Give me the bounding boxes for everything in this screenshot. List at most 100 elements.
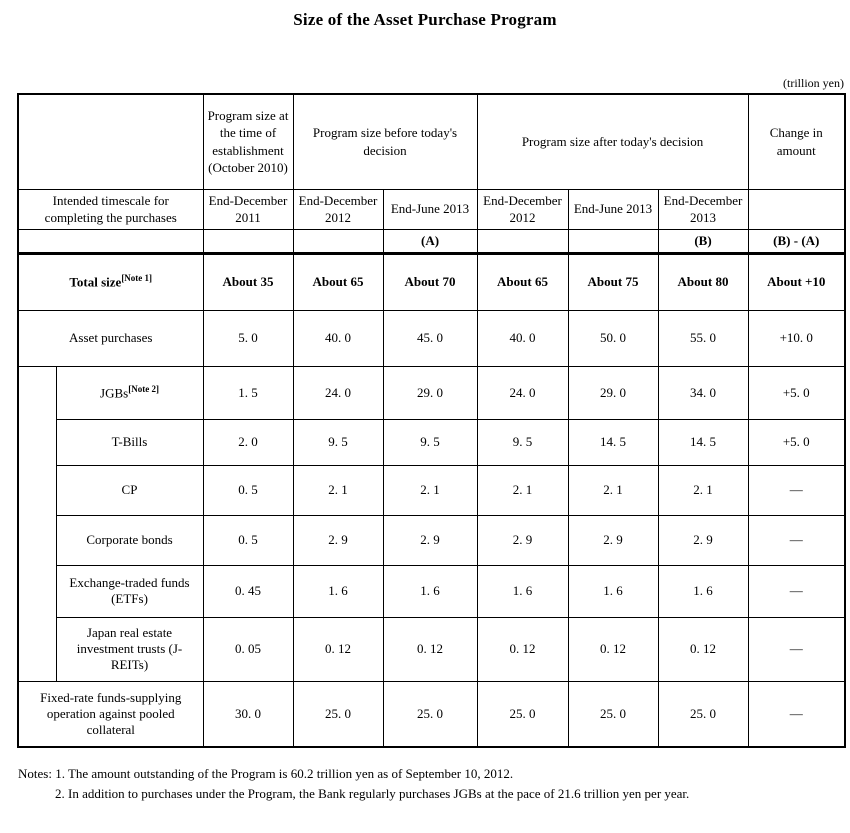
table-cell: 0. 12 [382, 616, 478, 682]
table-cell: 2. 1 [382, 464, 478, 516]
table-cell: About 65 [476, 252, 569, 311]
header-row-timescales: Intended timescale for completing the pu… [17, 188, 846, 230]
row-label-text: JGBs [100, 385, 129, 401]
table-cell: 2. 9 [476, 514, 569, 566]
row-label-cp: CP [55, 464, 204, 516]
header-timescale: End-June 2013 [382, 188, 478, 230]
table-row-jgbs: JGBs[Note 2] 1. 5 24. 0 29. 0 24. 0 29. … [17, 365, 846, 682]
table-cell: About +10 [747, 252, 846, 311]
table-cell: 2. 0 [202, 418, 294, 466]
note-2-reference: [Note 2] [128, 383, 159, 394]
table-cell: — [747, 564, 846, 618]
row-label-fixed-rate-operation: Fixed-rate funds-supplying operation aga… [17, 680, 204, 748]
table-cell: 25. 0 [567, 680, 659, 748]
table-cell: 30. 0 [202, 680, 294, 748]
table-cell: About 35 [202, 252, 294, 311]
header-marker-a: (A) [382, 228, 478, 255]
table-cell: 0. 12 [567, 616, 659, 682]
table-cell: 0. 5 [202, 514, 294, 566]
header-marker-diff: (B) - (A) [747, 228, 846, 255]
table-cell: 2. 1 [292, 464, 384, 516]
table-cell: 1. 6 [657, 564, 749, 618]
table-cell: 40. 0 [292, 309, 384, 367]
asset-purchase-program-table: Program size at the time of establishmen… [17, 93, 847, 749]
table-cell: 0. 12 [657, 616, 749, 682]
header-timescale: End-December 2012 [476, 188, 569, 230]
table-row-asset-purchases: Asset purchases 5. 0 40. 0 45. 0 40. 0 5… [17, 309, 846, 367]
row-label-asset-purchases: Asset purchases [17, 309, 204, 367]
table-row-cp: CP 0. 5 2. 1 2. 1 2. 1 2. 1 2. 1 — [18, 464, 846, 516]
table-cell: 40. 0 [476, 309, 569, 367]
table-cell: — [747, 514, 846, 566]
table-row-corporate-bonds: Corporate bonds 0. 5 2. 9 2. 9 2. 9 2. 9… [18, 514, 846, 566]
table-cell: About 80 [657, 252, 749, 311]
header-marker-b: (B) [657, 228, 749, 255]
header-row-groups: Program size at the time of establishmen… [17, 93, 846, 190]
table-cell: 1. 6 [567, 564, 659, 618]
header-timescale: End-June 2013 [567, 188, 659, 230]
table-cell: 25. 0 [382, 680, 478, 748]
table-cell: 24. 0 [476, 365, 569, 420]
table-cell: About 65 [292, 252, 384, 311]
header-establishment: Program size at the time of establishmen… [202, 93, 294, 190]
table-cell: 50. 0 [567, 309, 659, 367]
table-cell: 5. 0 [202, 309, 294, 367]
table-cell: 24. 0 [292, 365, 384, 420]
note-1-reference: [Note 1] [121, 273, 153, 284]
table-cell: 1. 6 [292, 564, 384, 618]
table-cell: 1. 6 [476, 564, 569, 618]
unit-label: (trillion yen) [783, 76, 844, 90]
table-cell: 25. 0 [657, 680, 749, 748]
table-cell: +10. 0 [747, 309, 846, 367]
table-cell: 25. 0 [476, 680, 569, 748]
table-cell: +5. 0 [747, 418, 846, 466]
table-cell: — [747, 464, 846, 516]
table-row-jreits: Japan real estate investment trusts (J-R… [18, 616, 846, 682]
table-cell: 14. 5 [567, 418, 659, 466]
header-after-decision: Program size after today's decision [476, 93, 749, 190]
table-cell: 0. 12 [292, 616, 384, 682]
table-cell: 2. 1 [567, 464, 659, 516]
header-empty-cell [567, 228, 659, 255]
table-cell: 2. 9 [567, 514, 659, 566]
table-cell: 34. 0 [657, 365, 749, 420]
table-cell: 14. 5 [657, 418, 749, 466]
table-cell: 0. 45 [202, 564, 294, 618]
table-cell: — [747, 680, 846, 748]
header-empty-cell [202, 228, 294, 255]
header-before-decision: Program size before today's decision [292, 93, 478, 190]
table-cell: About 70 [382, 252, 478, 311]
table-cell: 0. 12 [476, 616, 569, 682]
header-empty-cell [747, 188, 846, 230]
table-cell: 1. 6 [382, 564, 478, 618]
header-empty-cell [476, 228, 569, 255]
table-cell: 29. 0 [382, 365, 478, 420]
note-line: 2. In addition to purchases under the Pr… [55, 786, 690, 802]
row-label-etfs: Exchange-traded funds (ETFs) [55, 564, 204, 618]
header-empty-cell [17, 228, 204, 255]
header-timescale: End-December 2013 [657, 188, 749, 230]
header-empty-cell [292, 228, 384, 255]
table-cell: 45. 0 [382, 309, 478, 367]
table-cell: 9. 5 [382, 418, 478, 466]
header-change-in-amount: Change in amount [747, 93, 846, 190]
note-line: Notes: 1. The amount outstanding of the … [18, 766, 514, 782]
indent-spacer-cell [17, 365, 57, 682]
table-cell: 2. 9 [292, 514, 384, 566]
table-cell: — [747, 616, 846, 682]
table-cell: 0. 5 [202, 464, 294, 516]
row-label-tbills: T-Bills [55, 418, 204, 466]
table-cell: 2. 9 [382, 514, 478, 566]
page-title: Size of the Asset Purchase Program [293, 10, 557, 29]
table-row-etfs: Exchange-traded funds (ETFs) 0. 45 1. 6 … [18, 564, 846, 618]
header-timescale: End-December 2012 [292, 188, 384, 230]
table-cell: 29. 0 [567, 365, 659, 420]
table-row-tbills: T-Bills 2. 0 9. 5 9. 5 9. 5 14. 5 14. 5 … [18, 418, 846, 466]
row-label-jreits: Japan real estate investment trusts (J-R… [55, 616, 204, 682]
row-label-total-size: Total size[Note 1] [17, 252, 204, 311]
header-row-markers: (A) (B) (B) - (A) [17, 228, 846, 255]
row-label-text: Total size [69, 274, 122, 290]
table-cell: About 75 [567, 252, 659, 311]
table-row-total-size: Total size[Note 1] About 35 About 65 Abo… [17, 252, 846, 311]
table-cell: 55. 0 [657, 309, 749, 367]
